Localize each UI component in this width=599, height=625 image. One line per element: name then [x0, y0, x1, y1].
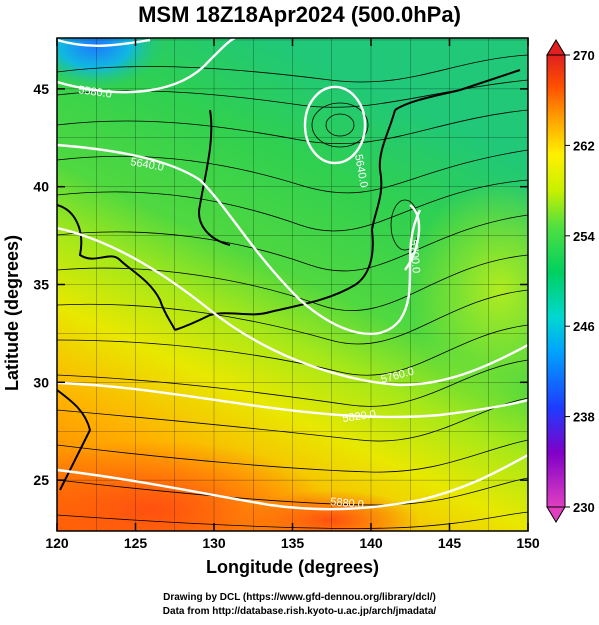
y-tick-label: 45	[33, 81, 49, 97]
wind-streamlines	[57, 54, 528, 529]
contour-label: 5640.0	[352, 153, 370, 188]
x-tick-label: 130	[202, 535, 226, 551]
x-tick-label: 125	[124, 535, 148, 551]
x-axis-ticks: 120 125 130 135 140 145 150	[45, 38, 540, 551]
x-tick-label: 140	[359, 535, 383, 551]
x-axis-title: Longitude (degrees)	[205, 557, 379, 577]
y-tick-label: 30	[33, 374, 49, 390]
lat-lon-grid	[57, 38, 528, 531]
colorbar-tick-label: 246	[573, 319, 595, 334]
y-tick-label: 40	[33, 179, 49, 195]
contour-label: 5640.0	[129, 156, 164, 174]
chart-title: MSM 18Z18Apr2024 (500.0hPa)	[138, 2, 461, 27]
colorbar-bottom-triangle	[546, 506, 566, 523]
x-tick-label: 145	[438, 535, 462, 551]
contour-label: 5580.0	[78, 84, 113, 101]
colorbar-tick-label: 230	[573, 500, 595, 515]
data-credit: Data from http://database.rish.kyoto-u.a…	[162, 606, 437, 617]
contour-label: 5700.0	[407, 239, 422, 274]
x-tick-label: 120	[45, 535, 69, 551]
colorbar-top-triangle	[546, 39, 566, 56]
x-tick-label: 135	[281, 535, 305, 551]
y-axis-title: Latitude (degrees)	[2, 234, 22, 391]
coastlines	[57, 69, 521, 491]
y-tick-label: 35	[33, 277, 49, 293]
colorbar: 230 238 246 254 262 270	[546, 39, 595, 523]
colorbar-tick-label: 254	[573, 229, 595, 244]
y-axis-ticks: 25 30 35 40 45	[33, 81, 528, 488]
contour-label: 5820.0	[342, 408, 377, 425]
drawing-credit: Drawing by DCL (https://www.gfd-dennou.o…	[163, 592, 436, 603]
x-tick-label: 150	[516, 535, 540, 551]
colorbar-tick-label: 270	[573, 48, 595, 63]
colorbar-scale	[546, 54, 566, 508]
geopotential-contours	[57, 38, 528, 511]
contour-label: 5880.0	[330, 496, 365, 511]
y-tick-label: 25	[33, 472, 49, 488]
colorbar-tick-label: 238	[573, 410, 595, 425]
colorbar-tick-label: 262	[573, 138, 595, 153]
